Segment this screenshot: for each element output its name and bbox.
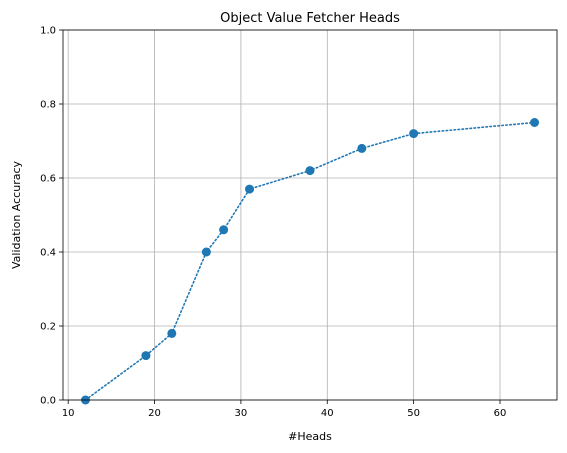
data-point-8: [409, 129, 418, 138]
data-point-2: [167, 329, 176, 338]
y-tick-label-0.8: 0.8: [40, 100, 56, 111]
x-tick-label-30: 30: [235, 408, 248, 419]
y-axis-label: Validation Accuracy: [10, 160, 23, 269]
plot-frame: [63, 30, 557, 400]
x-tick-label-40: 40: [321, 408, 334, 419]
y-tick-label-1.0: 1.0: [40, 26, 56, 37]
data-point-5: [245, 185, 254, 194]
series: [81, 118, 539, 405]
x-tick-label-50: 50: [407, 408, 420, 419]
data-point-4: [219, 225, 228, 234]
data-point-6: [306, 166, 315, 175]
y-tick-label-0.0: 0.0: [40, 396, 56, 407]
x-tick-label-10: 10: [62, 408, 75, 419]
data-point-7: [357, 144, 366, 153]
x-tick-label-20: 20: [148, 408, 161, 419]
ticks: 10 20 30 40 50 60 0.0 0.2 0.4 0.6 0.8 1.0: [40, 26, 506, 420]
series-line-0: [85, 123, 534, 401]
y-tick-label-0.2: 0.2: [40, 322, 56, 333]
x-tick-label-60: 60: [494, 408, 507, 419]
grid: [63, 30, 557, 400]
data-point-3: [202, 248, 211, 257]
chart-title: Object Value Fetcher Heads: [220, 11, 400, 26]
data-point-1: [141, 351, 150, 360]
data-point-9: [530, 118, 539, 127]
x-axis-label: #Heads: [288, 430, 332, 443]
y-tick-label-0.4: 0.4: [40, 248, 56, 259]
y-tick-label-0.6: 0.6: [40, 174, 56, 185]
